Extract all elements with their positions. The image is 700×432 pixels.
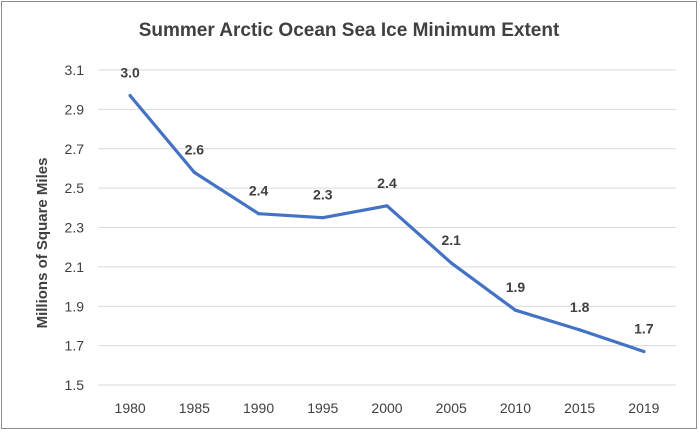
x-axis-ticks: 1980 1985 1990 1995 2000 2005 2010 2015 2019: [115, 400, 660, 416]
y-tick-label: 1.5: [65, 377, 85, 393]
data-point: [192, 170, 196, 174]
y-tick-label: 2.7: [65, 141, 85, 157]
data-label: 2.4: [377, 175, 397, 191]
gridlines: [98, 69, 676, 386]
data-label: 2.4: [249, 183, 269, 199]
chart-title: Summer Arctic Ocean Sea Ice Minimum Exte…: [139, 20, 560, 41]
data-label: 2.3: [313, 187, 333, 203]
y-tick-label: 2.3: [65, 220, 85, 236]
y-tick-label: 1.7: [65, 338, 85, 354]
y-tick-label: 1.9: [65, 298, 85, 314]
x-tick-label: 1995: [307, 400, 338, 416]
y-axis-label: Millions of Square Miles: [34, 158, 51, 329]
data-label: 2.1: [441, 232, 461, 248]
series-line: [128, 93, 646, 354]
data-point: [578, 328, 582, 332]
y-tick-label: 2.1: [65, 259, 85, 275]
data-labels: 3.0 2.6 2.4 2.3 2.4 2.1 1.9 1.8 1.7: [120, 65, 653, 337]
y-axis-ticks: 1.5 1.7 1.9 2.1 2.3 2.5 2.7 2.9 3.1: [65, 62, 85, 393]
x-tick-label: 2005: [436, 400, 467, 416]
y-tick-label: 2.9: [65, 101, 85, 117]
x-tick-label: 2010: [500, 400, 531, 416]
data-label: 2.6: [185, 141, 205, 157]
data-label: 1.9: [506, 279, 526, 295]
y-tick-label: 3.1: [65, 62, 85, 78]
data-label: 1.8: [570, 299, 590, 315]
data-point: [256, 212, 261, 216]
data-point: [128, 93, 132, 98]
data-label: 1.7: [634, 321, 654, 337]
x-tick-label: 1980: [115, 400, 146, 416]
x-tick-label: 1985: [179, 400, 210, 416]
x-tick-label: 2000: [371, 400, 402, 416]
data-point: [642, 349, 646, 354]
data-point: [385, 204, 389, 208]
x-tick-label: 2019: [628, 400, 659, 416]
data-label: 3.0: [120, 65, 140, 81]
data-point: [513, 308, 518, 312]
data-point: [321, 216, 325, 220]
series-layer: [128, 93, 646, 354]
x-tick-label: 2015: [564, 400, 595, 416]
y-tick-label: 2.5: [65, 180, 85, 196]
data-point: [449, 261, 453, 265]
x-tick-label: 1990: [243, 400, 274, 416]
